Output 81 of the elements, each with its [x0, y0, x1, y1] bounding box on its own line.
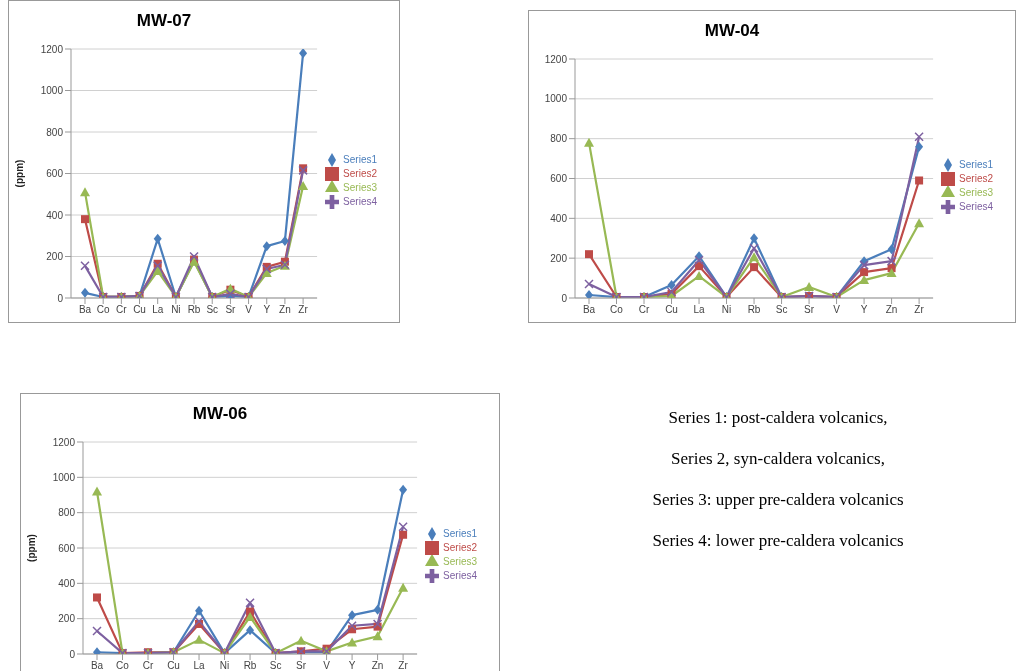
- y-tick-label: 1000: [52, 471, 76, 483]
- x-tick-label: Co: [96, 304, 110, 316]
- y-axis-title: (ppm): [25, 534, 37, 562]
- x-tick-label: Sr: [225, 304, 237, 316]
- y-tick-label: 400: [46, 209, 64, 221]
- x-tick-label: Cu: [133, 304, 146, 316]
- x-tick-label: Zr: [398, 660, 409, 671]
- x-tick-label: Rb: [243, 660, 257, 671]
- y-tick-label: 200: [550, 252, 568, 264]
- legend-label: Series4: [959, 200, 993, 212]
- legend-label: Series3: [443, 555, 477, 567]
- legend-label: Series2: [959, 172, 993, 184]
- text: Series 2, syn-caldera volcanics,: [670, 449, 886, 469]
- y-tick-label: 0: [57, 292, 64, 304]
- x-tick-label: Rb: [747, 304, 761, 316]
- x-tick-label: Sc: [269, 660, 282, 671]
- x-tick-label: Ba: [90, 660, 104, 671]
- x-tick-label: Rb: [187, 304, 201, 316]
- x-tick-label: Zr: [914, 304, 925, 316]
- legend-label: Series3: [343, 181, 377, 193]
- y-tick-label: 400: [58, 577, 76, 589]
- legend-label: Series3: [959, 186, 993, 198]
- text: Series 1: post-caldera volcanics,: [667, 408, 889, 428]
- chart-title: MW-04: [703, 20, 761, 42]
- x-tick-label: Co: [610, 304, 624, 316]
- y-tick-label: 1200: [52, 436, 76, 448]
- x-tick-label: V: [833, 304, 841, 316]
- x-tick-label: V: [245, 304, 253, 316]
- y-tick-label: 1000: [40, 85, 64, 97]
- legend-label: Series1: [443, 527, 477, 539]
- y-tick-label: 200: [46, 251, 64, 263]
- x-tick-label: Ni: [219, 660, 230, 671]
- x-tick-label: Y: [348, 660, 356, 671]
- chart-title: MW-07: [135, 10, 193, 32]
- x-tick-label: Cu: [665, 304, 678, 316]
- legend-label: Series4: [443, 569, 477, 581]
- x-tick-label: La: [152, 304, 164, 316]
- y-tick-label: 200: [58, 613, 76, 625]
- x-tick-label: Y: [263, 304, 271, 316]
- legend-label: Series1: [343, 153, 377, 165]
- y-tick-label: 1200: [544, 53, 568, 65]
- y-axis-title: (ppm): [13, 159, 25, 188]
- legend-label: Series2: [343, 167, 377, 179]
- x-tick-label: La: [193, 660, 206, 671]
- x-tick-label: Zn: [279, 304, 291, 316]
- x-tick-label: Zn: [885, 304, 898, 316]
- x-tick-label: Ba: [582, 304, 596, 316]
- x-tick-label: Sr: [296, 660, 307, 671]
- y-tick-label: 600: [58, 542, 76, 554]
- x-tick-label: Zr: [298, 304, 309, 316]
- x-tick-label: V: [323, 660, 331, 671]
- legend-label: Series2: [443, 541, 477, 553]
- x-tick-label: Cr: [638, 304, 650, 316]
- text: Series 4: lower pre-caldera volcanics: [651, 531, 905, 551]
- x-tick-label: Ni: [171, 304, 181, 316]
- legend-label: Series1: [959, 158, 993, 170]
- x-tick-label: Co: [116, 660, 130, 671]
- x-tick-label: La: [693, 304, 706, 316]
- chart-title: MW-06: [191, 403, 249, 425]
- y-tick-label: 800: [46, 126, 64, 138]
- text: Series 3: upper pre-caldera volcanics: [651, 490, 905, 510]
- x-tick-label: Cr: [142, 660, 154, 671]
- x-tick-label: Y: [860, 304, 868, 316]
- x-tick-label: Cu: [167, 660, 180, 671]
- x-tick-label: Ba: [78, 304, 92, 316]
- x-tick-label: Sc: [206, 304, 219, 316]
- y-tick-label: 400: [550, 212, 568, 224]
- y-tick-label: 0: [561, 292, 568, 304]
- y-tick-label: 0: [69, 648, 76, 660]
- x-tick-label: Ni: [721, 304, 732, 316]
- y-tick-label: 1000: [544, 93, 568, 105]
- x-tick-label: Cr: [116, 304, 128, 316]
- x-tick-label: Sr: [804, 304, 815, 316]
- y-tick-label: 800: [550, 133, 568, 145]
- y-tick-label: 800: [58, 507, 76, 519]
- y-tick-label: 600: [46, 168, 64, 180]
- y-tick-label: 600: [550, 173, 568, 185]
- y-tick-label: 1200: [40, 43, 64, 55]
- x-tick-label: Zn: [371, 660, 384, 671]
- x-tick-label: Sc: [775, 304, 788, 316]
- legend-label: Series4: [343, 195, 377, 207]
